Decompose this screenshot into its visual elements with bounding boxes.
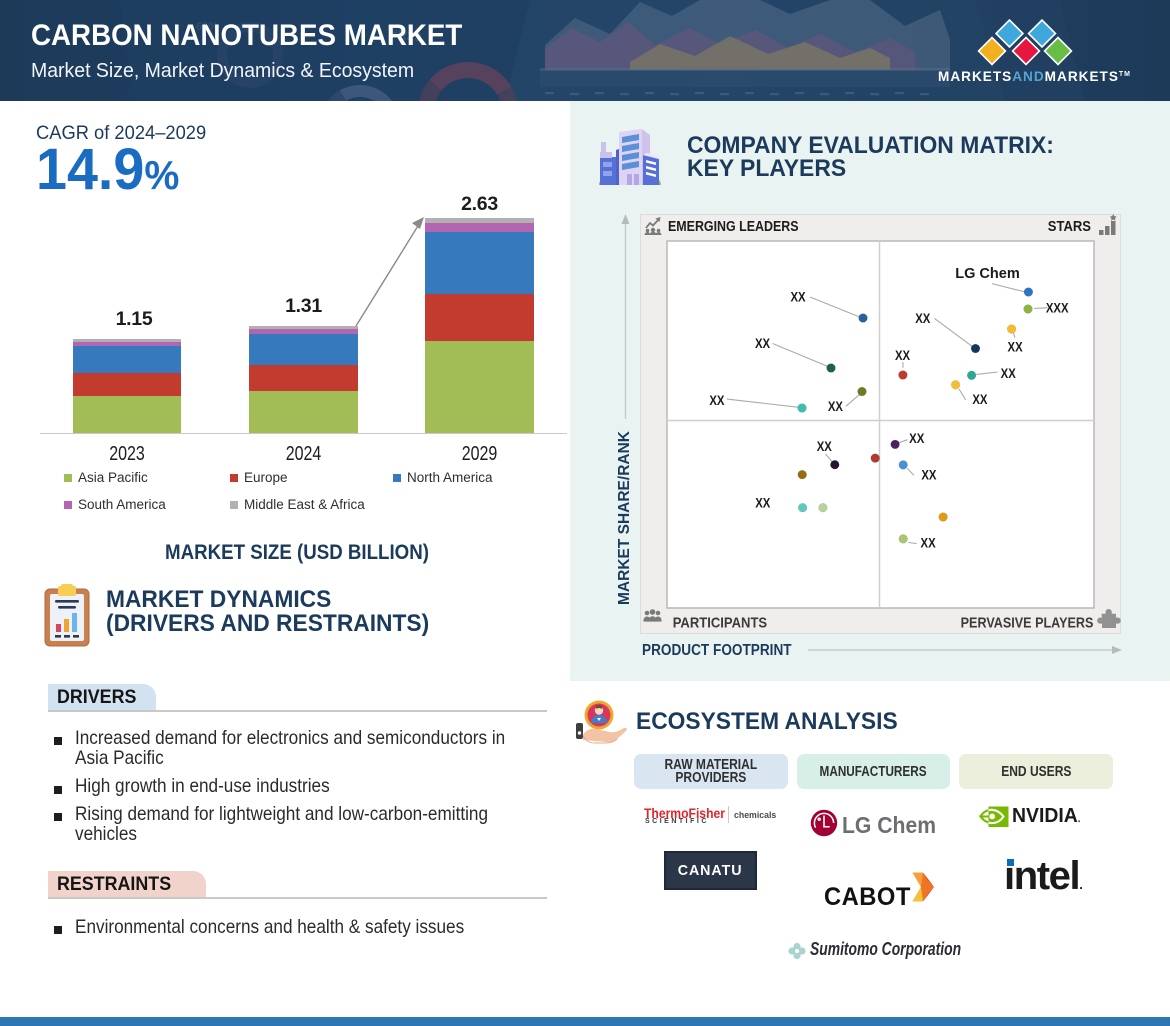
svg-text:XX: XX <box>915 311 931 326</box>
svg-text:PARTICIPANTS: PARTICIPANTS <box>673 614 767 631</box>
svg-text:MARKETSANDMARKETSTM: MARKETSANDMARKETSTM <box>938 69 1131 84</box>
svg-text:#R29: #R29 <box>390 26 422 44</box>
svg-text:XXX: XXX <box>1046 301 1069 316</box>
svg-text:PERVASIVE PLAYERS: PERVASIVE PLAYERS <box>961 613 1094 630</box>
svg-text:STARS: STARS <box>1048 217 1091 234</box>
svg-text:XX: XX <box>817 439 833 454</box>
svg-text:XX: XX <box>755 496 771 511</box>
svg-text:LG Chem: LG Chem <box>955 266 1020 282</box>
svg-text:XX: XX <box>1001 366 1017 381</box>
svg-text:XX: XX <box>895 348 911 363</box>
svg-text:XX: XX <box>755 336 771 351</box>
svg-text:XX: XX <box>1008 340 1024 355</box>
svg-text:XX: XX <box>909 431 925 446</box>
svg-text:XX: XX <box>828 399 844 414</box>
svg-text:XX: XX <box>921 536 937 551</box>
svg-text:EMERGING LEADERS: EMERGING LEADERS <box>668 218 799 234</box>
svg-text:XX: XX <box>972 392 988 407</box>
svg-text:65%: 65% <box>196 21 218 33</box>
svg-text:XX: XX <box>790 290 806 305</box>
svg-text:XX: XX <box>921 468 937 483</box>
svg-text:XX: XX <box>709 393 725 408</box>
